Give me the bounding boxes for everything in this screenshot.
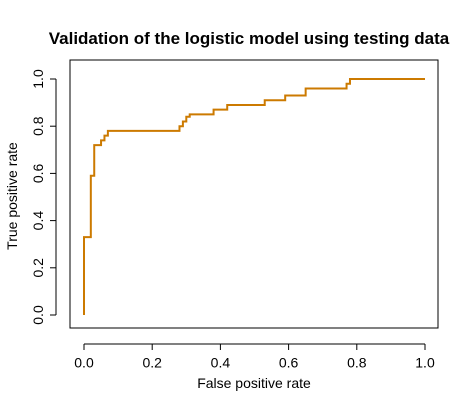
roc-curve-line — [83, 78, 425, 315]
plot-box — [69, 59, 439, 329]
x-tick-label: 0.0 — [74, 354, 94, 370]
y-tick-label: 0.2 — [30, 258, 46, 278]
y-tick-label: 0.0 — [30, 305, 46, 325]
y-tick-label: 0.8 — [30, 116, 46, 136]
x-tick-label: 0.8 — [347, 354, 367, 370]
x-tick-label: 0.6 — [279, 354, 299, 370]
y-tick-label: 0.4 — [30, 211, 46, 231]
y-tick-label: 0.6 — [30, 163, 46, 183]
series-layer — [83, 78, 425, 315]
y-axis-label: True positive rate — [4, 142, 20, 250]
y-axis: 0.0 0.2 0.4 0.6 0.8 1.0 — [30, 69, 57, 325]
x-axis-label: False positive rate — [197, 375, 311, 391]
x-axis: 0.0 0.2 0.4 0.6 0.8 1.0 — [74, 343, 435, 370]
chart-title: Validation of the logistic model using t… — [49, 29, 450, 48]
x-tick-label: 0.2 — [142, 354, 162, 370]
y-tick-label: 1.0 — [30, 69, 46, 89]
x-tick-label: 1.0 — [415, 354, 435, 370]
x-tick-label: 0.4 — [211, 354, 231, 370]
